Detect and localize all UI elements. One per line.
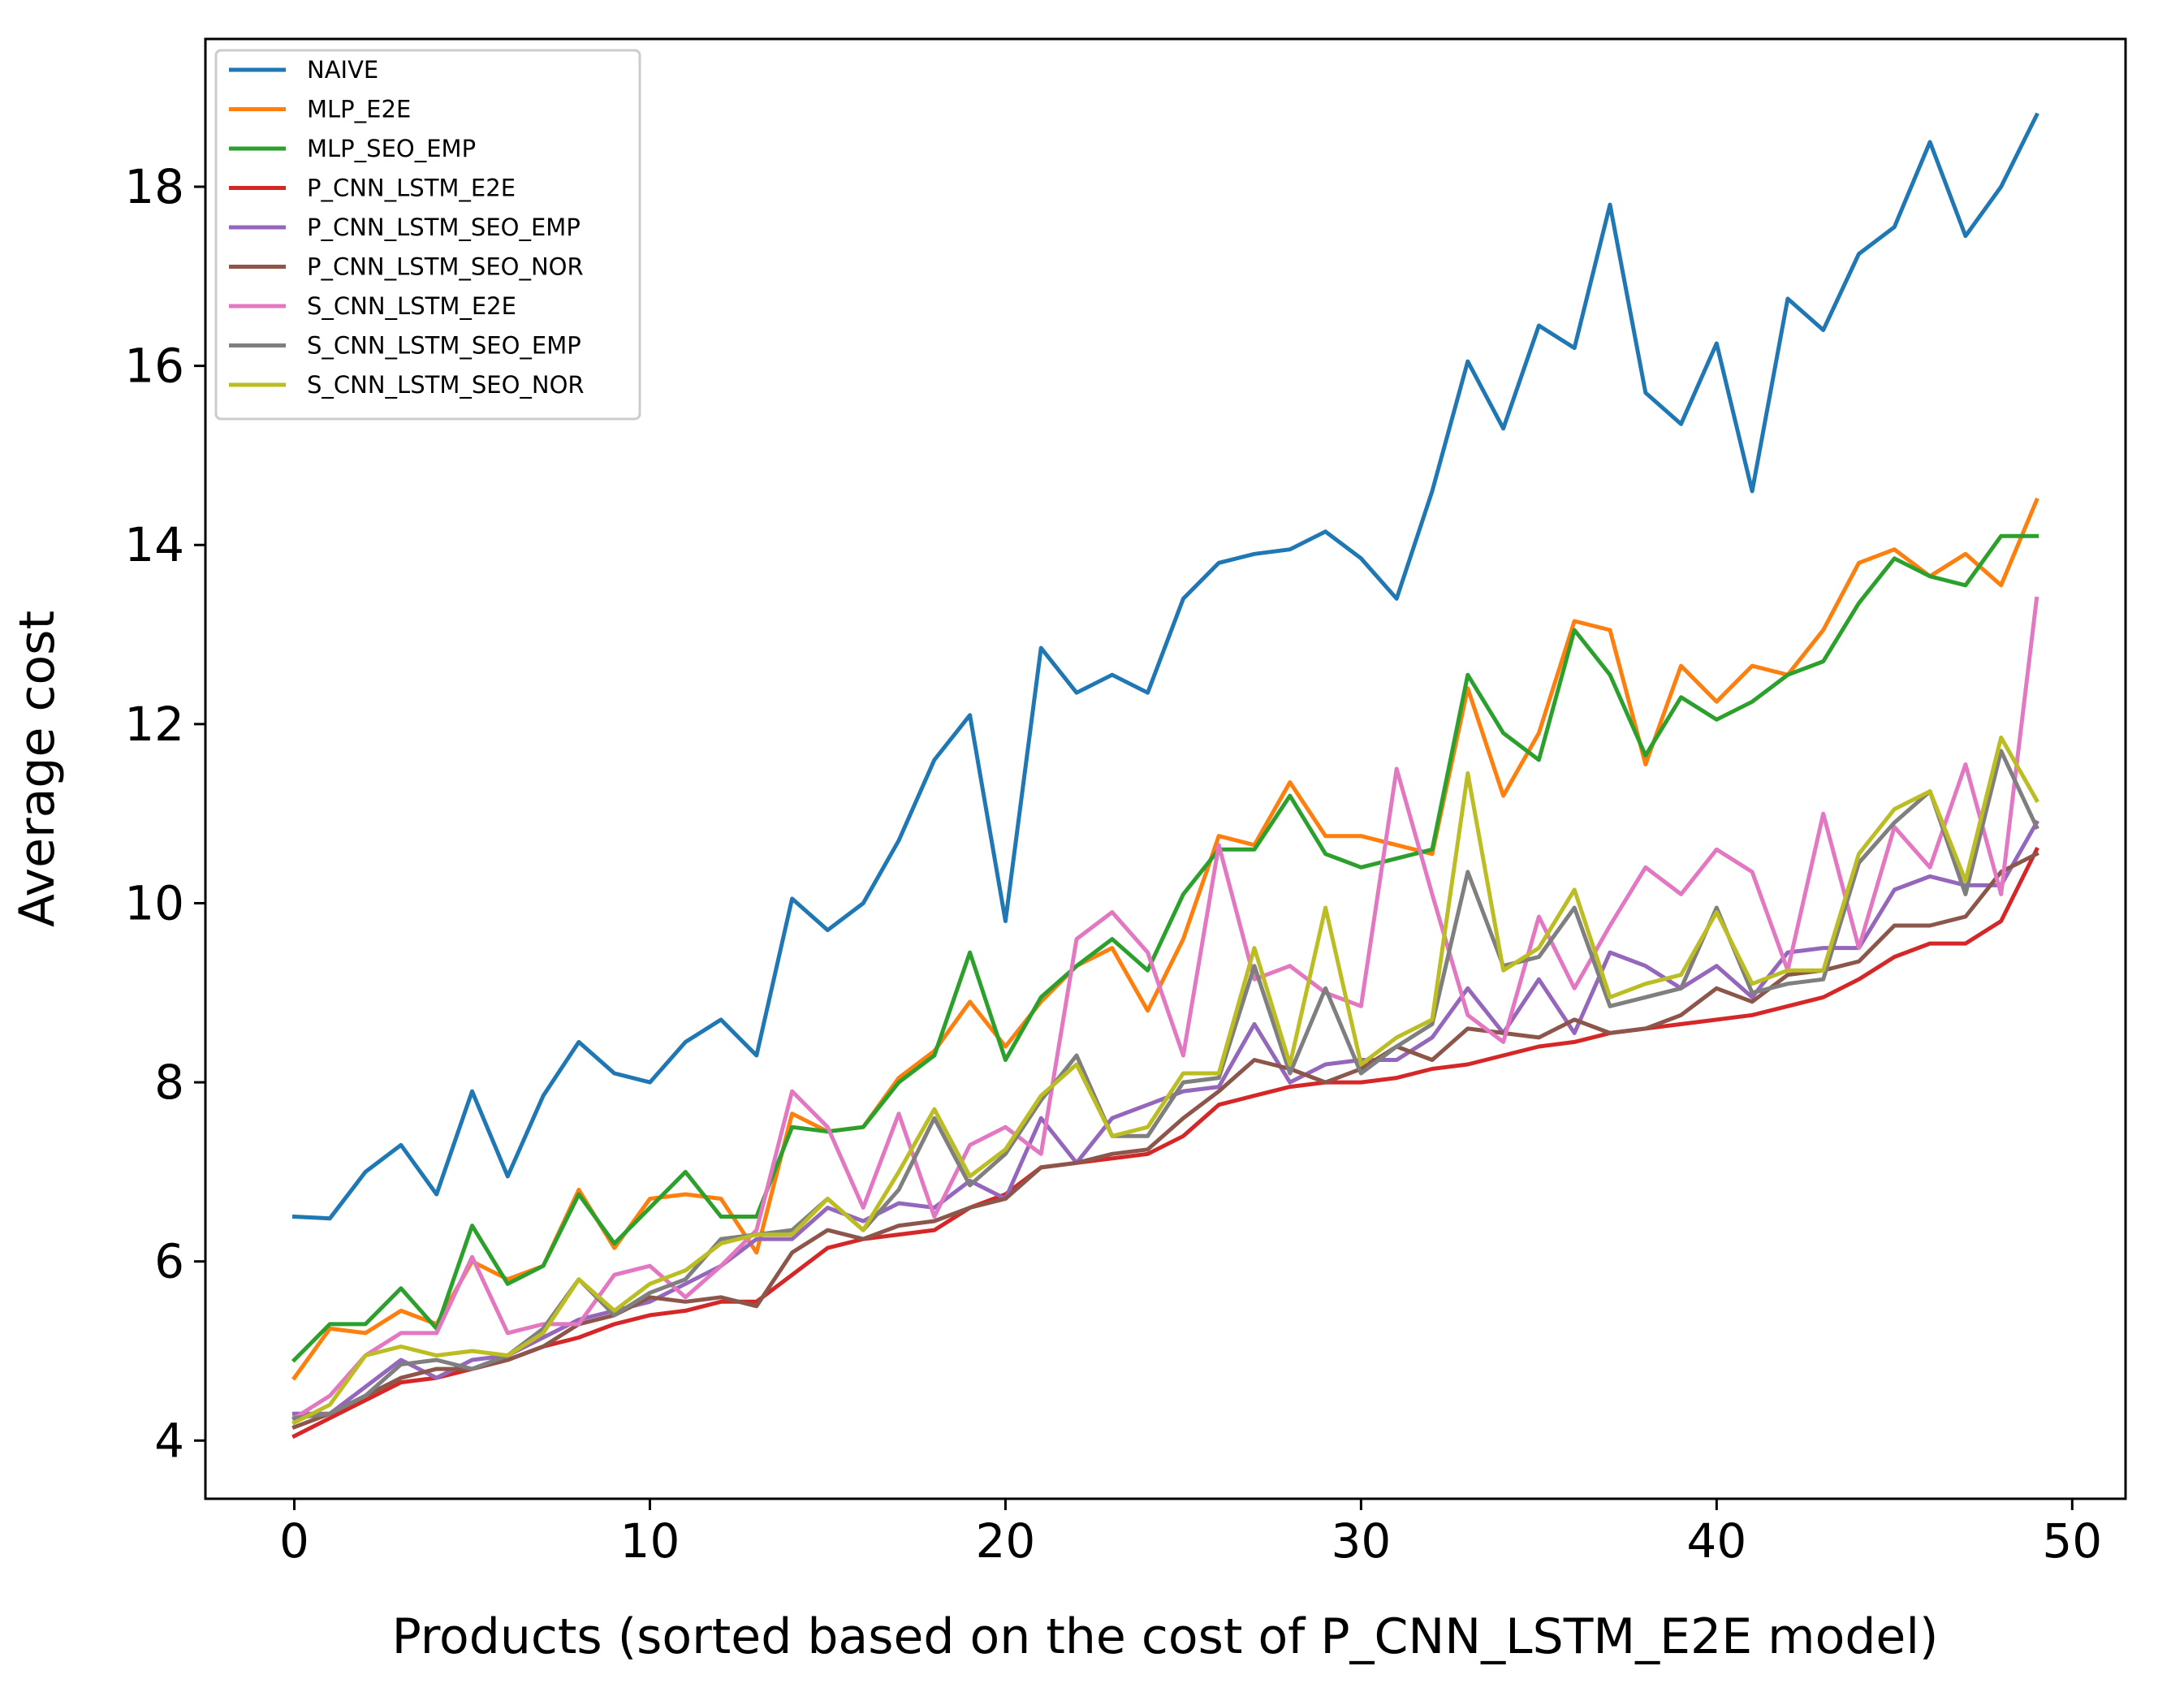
- series-layer: [291, 112, 2039, 1439]
- x-tick-label: 0: [279, 1513, 309, 1569]
- series-line-s-cnn-lstm-seo-nor: [291, 735, 2039, 1426]
- series-line-p-cnn-lstm-e2e: [291, 846, 2039, 1439]
- legend-label: S_CNN_LSTM_E2E: [307, 292, 516, 320]
- x-tick-label: 20: [976, 1513, 1036, 1569]
- series-line-s-cnn-lstm-e2e: [291, 596, 2039, 1422]
- y-tick-label: 16: [124, 339, 184, 394]
- x-tick-label: 30: [1331, 1513, 1391, 1569]
- x-axis: 0 10 20 30 40 50: [279, 1499, 2102, 1569]
- legend-box: [214, 49, 641, 421]
- legend-label: S_CNN_LSTM_SEO_NOR: [307, 371, 585, 399]
- legend: NAIVE MLP_E2E MLP_SEO_EMP P_CNN_LSTM_E2E P_C…: [214, 49, 641, 421]
- legend-label: P_CNN_LSTM_SEO_NOR: [307, 253, 584, 281]
- legend-label: NAIVE: [307, 56, 378, 84]
- y-tick-label: 8: [154, 1055, 184, 1110]
- series-line-p-cnn-lstm-seo-nor: [291, 851, 2039, 1431]
- y-tick-label: 14: [124, 517, 184, 572]
- x-axis-label: Products (sorted based on the cost of P_…: [392, 1608, 1939, 1665]
- legend-label: MLP_E2E: [307, 96, 411, 123]
- plot-frame: [204, 37, 2127, 1500]
- x-tick-label: 50: [2042, 1513, 2102, 1569]
- legend-label: P_CNN_LSTM_SEO_EMP: [307, 214, 581, 241]
- x-tick-label: 40: [1686, 1513, 1746, 1569]
- y-tick-label: 6: [154, 1234, 184, 1289]
- y-axis: 4 6 8 10 12 14 16 18: [124, 159, 205, 1468]
- y-tick-label: 10: [124, 875, 184, 930]
- y-axis-label: Average cost: [9, 611, 66, 927]
- y-tick-label: 4: [154, 1413, 184, 1468]
- y-tick-label: 12: [124, 697, 184, 752]
- series-line-naive: [291, 112, 2039, 1221]
- legend-label: S_CNN_LSTM_SEO_EMP: [307, 332, 581, 360]
- legend-label: P_CNN_LSTM_E2E: [307, 175, 516, 202]
- series-line-mlp-seo-emp: [291, 533, 2039, 1363]
- legend-label: MLP_SEO_EMP: [307, 135, 476, 162]
- y-tick-label: 18: [124, 159, 184, 214]
- x-tick-label: 10: [620, 1513, 680, 1569]
